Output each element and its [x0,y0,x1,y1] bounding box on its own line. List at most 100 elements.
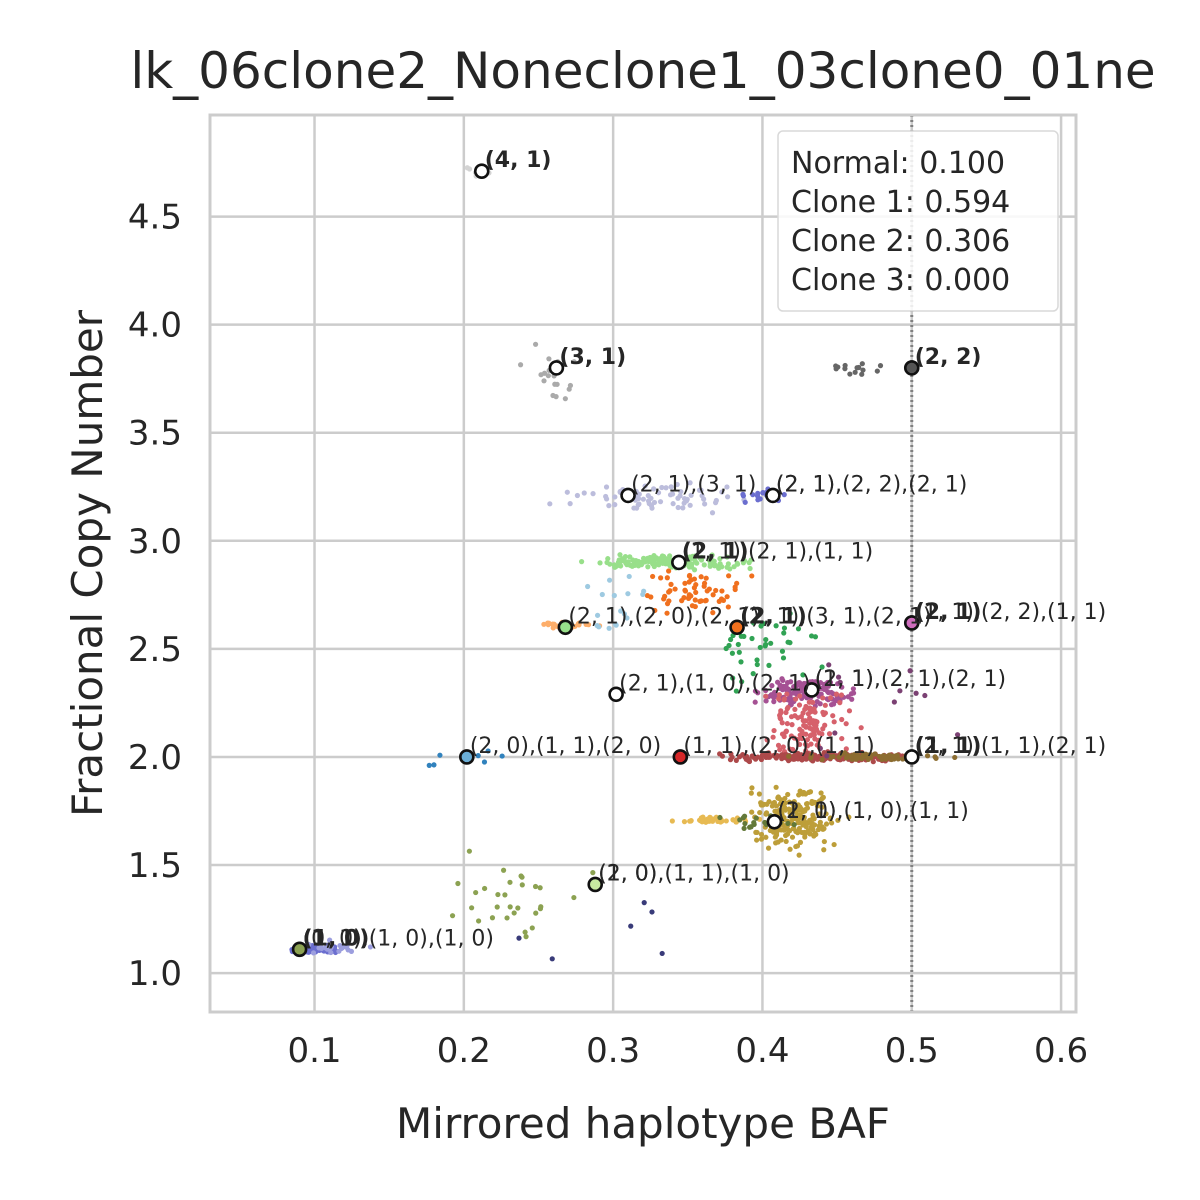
data-point [466,848,472,854]
data-point [713,587,719,594]
data-point [795,802,801,808]
data-point [776,696,782,702]
data-point [812,709,818,715]
data-point [846,814,852,820]
data-point [924,753,931,759]
data-point [640,496,646,502]
data-point [571,894,577,901]
data-point [809,798,815,805]
data-point [481,759,488,765]
data-point [807,725,813,731]
data-point [645,564,651,570]
cluster-annotation: (1, 1),(2, 1),(1, 1) [682,539,873,564]
data-point [664,575,670,581]
data-point [756,791,762,797]
data-point [666,598,672,604]
data-point [529,925,535,931]
data-point [495,891,501,898]
data-point [789,800,795,806]
data-point [317,942,323,948]
data-point [790,815,796,822]
data-point [702,501,708,507]
data-point [771,727,777,734]
data-point [829,820,835,826]
data-point [860,367,866,373]
data-point [833,363,839,369]
x-tick-label: 0.6 [1034,1031,1088,1071]
data-point [758,802,764,808]
data-point [579,559,585,565]
data-point [907,668,913,674]
data-point [850,686,856,692]
data-point [819,664,825,670]
data-point [776,692,782,698]
data-point [748,557,754,563]
data-point [718,819,724,825]
data-point [774,829,780,836]
cluster-centroid [672,749,689,765]
data-point [742,499,748,505]
data-point [603,484,610,490]
chart-title: lk_06clone2_Noneclone1_03clone0_01ne [130,42,1155,100]
data-point [791,821,797,828]
data-point [780,655,787,661]
data-point [642,483,648,489]
cluster-annotation: (2, 1),(1, 0),(2, 1) [619,671,810,696]
data-point [699,815,705,821]
cluster-annotation: (4, 1) [485,148,552,173]
data-point [710,592,716,598]
cluster-centroid [671,554,687,571]
data-point [891,699,897,705]
data-point [667,588,673,594]
data-point [367,944,374,950]
data-point [717,814,723,821]
data-point [797,839,804,845]
data-point [728,751,734,757]
data-point [766,754,773,760]
data-point [674,481,680,488]
data-point [641,588,647,594]
data-point [784,691,790,697]
data-point [839,716,845,723]
data-point [567,501,573,507]
data-point [336,948,342,954]
data-point [774,808,780,815]
data-point [431,762,437,768]
data-point [691,576,698,582]
cluster-annotation: (2, 1) [740,604,807,629]
data-point [538,372,544,378]
data-point [767,827,773,834]
data-point [827,695,834,701]
scatter-points [289,165,961,962]
cluster-annotation: (1, 1) [915,734,982,759]
data-point [795,820,801,826]
data-point [845,694,851,700]
data-point [724,484,730,490]
data-point [741,825,747,831]
data-point [724,494,731,500]
legend-box [777,130,1059,312]
data-point [327,937,333,943]
data-point [511,910,517,916]
data-point [763,810,770,816]
data-point [897,688,903,694]
data-point [785,791,791,798]
cluster-centroid [459,749,475,765]
data-point [781,817,787,823]
data-point [657,499,664,505]
data-point [821,838,827,845]
data-point [822,702,828,708]
data-point [522,929,528,935]
data-point [666,568,672,574]
data-point [750,671,756,677]
data-point [507,904,513,910]
cluster-annotation: (2, 1),(3, 1),(2, 1) [740,604,931,629]
data-point [571,359,577,365]
data-point [757,809,763,816]
data-point [621,611,628,617]
data-point [469,905,475,911]
data-point [796,825,803,832]
data-point [779,676,785,682]
data-point [574,492,580,499]
data-point [698,557,705,563]
